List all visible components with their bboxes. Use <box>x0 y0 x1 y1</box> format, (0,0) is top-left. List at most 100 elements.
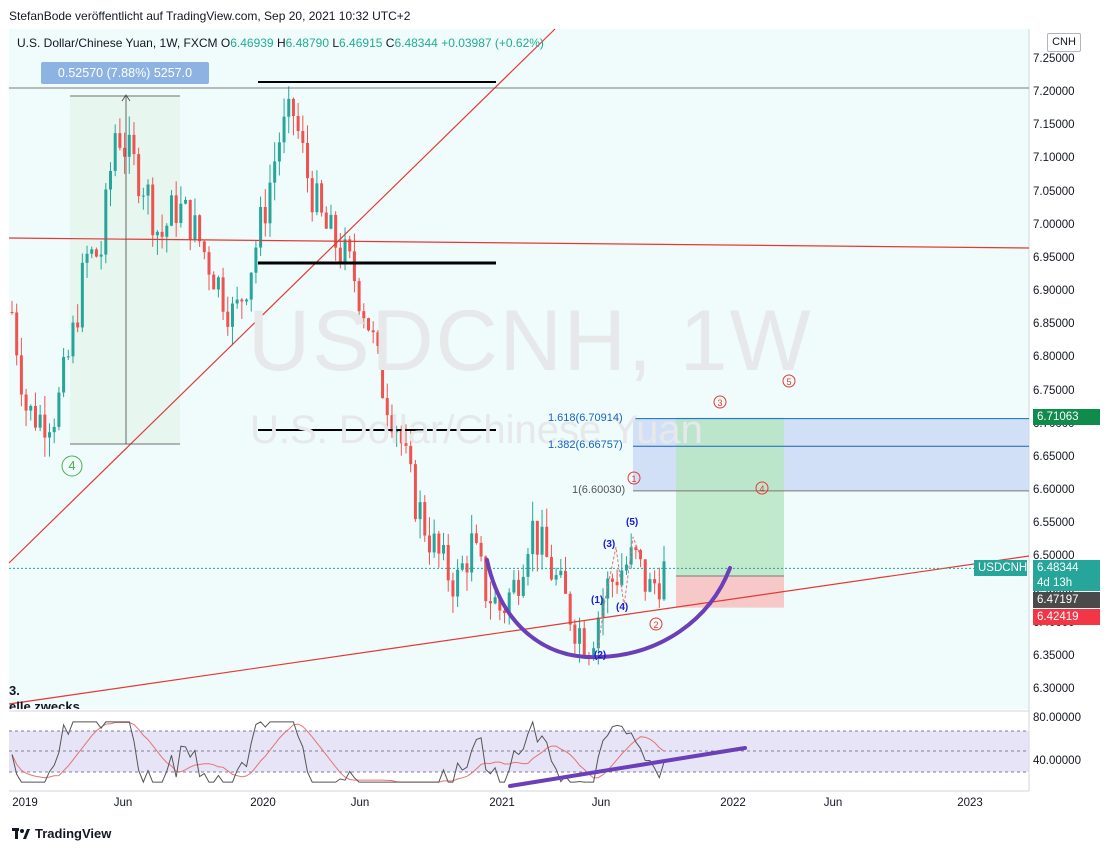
candle-body <box>582 628 586 656</box>
candle-body <box>198 215 202 242</box>
time-tick-label: Jun <box>591 797 611 809</box>
candle-body <box>207 252 211 275</box>
candle-body <box>657 583 661 600</box>
candle-body <box>418 502 422 520</box>
candle-body <box>320 183 324 213</box>
price-tick-label: 6.35000 <box>1033 649 1075 662</box>
candle-body <box>216 277 220 290</box>
candle-body <box>399 430 403 444</box>
tradingview-brand: TradingView <box>35 826 112 841</box>
wave-path <box>597 536 641 649</box>
candle-body <box>245 299 249 302</box>
tradingview-footer[interactable]: TradingView <box>12 826 111 841</box>
candle-body <box>592 648 596 659</box>
price-tick-label: 6.50000 <box>1033 550 1075 563</box>
candle-body <box>601 598 605 618</box>
candle-body <box>235 299 239 304</box>
candle-body <box>404 443 408 446</box>
wave-sub-5: (5) <box>626 517 639 528</box>
time-tick-label: Jun <box>350 797 370 809</box>
candle-body <box>212 274 216 290</box>
publisher-line: StefanBode veröffentlicht auf TradingVie… <box>9 9 411 23</box>
candle-body <box>624 564 628 571</box>
candle-body <box>85 253 89 263</box>
candle-body <box>540 526 544 555</box>
candle-body <box>10 312 14 313</box>
close-label: C <box>385 36 395 50</box>
high-label: H <box>276 36 286 50</box>
rsi-trendline <box>508 746 747 788</box>
symbol-description: U.S. Dollar/Chinese Yuan, 1W, FXCM <box>17 36 218 50</box>
measure-label[interactable]: 0.52570 (7.88%) 5257.0 <box>41 62 209 84</box>
rsi-line <box>11 720 665 784</box>
candle-body <box>662 561 666 600</box>
position-target-zone <box>676 417 784 576</box>
candle-body <box>395 430 399 433</box>
price-tick-label: 6.95000 <box>1033 251 1075 264</box>
candle-body <box>620 570 624 586</box>
candle-body <box>268 182 272 224</box>
candle-body <box>109 170 113 190</box>
candle-body <box>521 576 525 596</box>
stop-price-badge: 6.42419 <box>1033 609 1100 625</box>
candle-body <box>141 195 145 197</box>
candle-body <box>554 575 558 580</box>
countdown-badge: 4d 13h <box>1033 575 1100 591</box>
time-tick-label: 2021 <box>489 797 515 809</box>
candle-body <box>559 570 563 576</box>
candle-body <box>240 299 244 302</box>
time-tick-label: Jun <box>113 797 133 809</box>
candle-body <box>507 592 511 613</box>
wave-sub-3: (3) <box>603 539 616 550</box>
candle-body <box>488 601 492 604</box>
cup-curve <box>485 558 732 660</box>
price-tick-label: 6.85000 <box>1033 318 1075 331</box>
candle-body <box>334 214 338 248</box>
candle-body <box>432 533 436 553</box>
candle-body <box>249 272 253 300</box>
candle-body <box>113 133 117 171</box>
candle-body <box>160 231 164 237</box>
candle-body <box>549 556 553 580</box>
candle-body <box>254 247 258 273</box>
tradingview-logo-icon <box>12 827 30 840</box>
candle-body <box>291 98 295 117</box>
price-tick-label: 7.10000 <box>1033 152 1075 165</box>
candle-body <box>193 215 197 240</box>
candle-body <box>315 183 319 213</box>
candle-body <box>132 134 136 155</box>
price-tick-label: 6.75000 <box>1033 384 1075 397</box>
last-symbol-badge: USDCNH <box>974 560 1027 576</box>
candle-body <box>362 311 366 319</box>
candle-body <box>329 214 333 229</box>
candle-body <box>24 394 28 411</box>
candle-body <box>357 281 361 312</box>
candle-body <box>90 249 94 254</box>
candle-body <box>202 241 206 253</box>
rsi-tick-label: 80.00000 <box>1033 712 1081 724</box>
wave-sub-2: (2) <box>594 650 607 661</box>
price-tick-label: 6.80000 <box>1033 351 1075 364</box>
candle-body <box>118 133 122 148</box>
candle-body <box>643 559 647 592</box>
symbol-legend[interactable]: U.S. Dollar/Chinese Yuan, 1W, FXCM O6.46… <box>17 36 544 50</box>
candle-body <box>80 262 84 328</box>
candle-body <box>413 464 417 520</box>
currency-button[interactable]: CNH <box>1047 33 1081 52</box>
candle-body <box>179 203 183 223</box>
wave-circle-5 <box>782 374 796 388</box>
candle-body <box>512 579 516 593</box>
candle-body <box>427 535 431 553</box>
candle-body <box>165 225 169 237</box>
candle-body <box>366 318 370 331</box>
candle-body <box>310 178 314 213</box>
candle-body <box>296 116 300 132</box>
wave-sub-4: (4) <box>616 602 629 613</box>
wave-circle-2-label: 2 <box>653 620 658 630</box>
candle-body <box>43 414 47 438</box>
price-tick-label: 6.60000 <box>1033 484 1075 497</box>
candle-body <box>381 345 385 399</box>
high-value: 6.48790 <box>285 36 330 50</box>
target-price-badge: 6.71063 <box>1033 409 1100 425</box>
